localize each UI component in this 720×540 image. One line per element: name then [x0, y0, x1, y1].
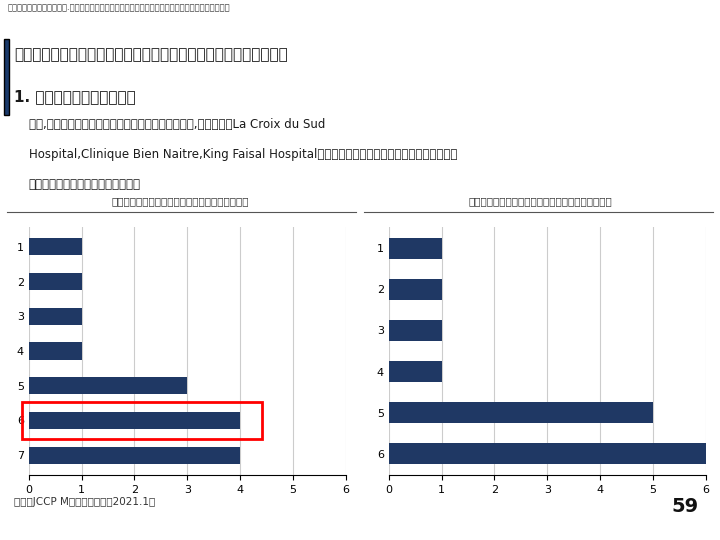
Bar	[29, 412, 240, 429]
Bar	[29, 447, 240, 464]
Text: 図表５５　最近出産した病院はどこか（キガリ）: 図表５５ 最近出産した病院はどこか（キガリ）	[112, 196, 248, 206]
Bar	[389, 320, 441, 341]
Bar	[29, 238, 81, 255]
Text: 但し,最も最近の出産をした病院に絞って集計すると,キガリではLa Croix du Sud: 但し,最も最近の出産をした病院に絞って集計すると,キガリではLa Croix d…	[29, 118, 325, 131]
Text: Hospital,Clinique Bien Naitre,King Faisal Hospitalといった私立病院が上位を占める。ブゲセラ: Hospital,Clinique Bien Naitre,King Faisa…	[29, 148, 457, 161]
Bar	[389, 361, 441, 382]
Text: では公的医療機関での出産が中心。: では公的医療機関での出産が中心。	[29, 178, 141, 191]
Bar	[389, 238, 441, 259]
Bar	[29, 342, 81, 360]
Text: 図表５６　最近出産した病院はどこか（ブゲセラ）: 図表５６ 最近出産した病院はどこか（ブゲセラ）	[468, 196, 612, 206]
Text: ルワンダ基礎調査（ターゲット顧客の思考・行動と競合サービス）: ルワンダ基礎調査（ターゲット顧客の思考・行動と競合サービス）	[14, 48, 288, 63]
Text: 59: 59	[671, 497, 698, 516]
Bar	[29, 273, 81, 290]
Bar	[389, 279, 441, 300]
Bar	[389, 402, 653, 423]
Text: ルワンダ／周産期医療／４.市場・投資環境関連情報／業界構造・主要企業、競合（日本企業以外）: ルワンダ／周産期医療／４.市場・投資環境関連情報／業界構造・主要企業、競合（日本…	[7, 3, 230, 12]
Text: 出所：JCCP M株式会社作成（2021.1）: 出所：JCCP M株式会社作成（2021.1）	[14, 497, 156, 507]
Bar	[389, 443, 706, 464]
FancyBboxPatch shape	[4, 39, 9, 114]
Text: 1. 病院の選択：最近の出産: 1. 病院の選択：最近の出産	[14, 90, 136, 105]
Bar	[29, 308, 81, 325]
Bar	[29, 377, 187, 394]
